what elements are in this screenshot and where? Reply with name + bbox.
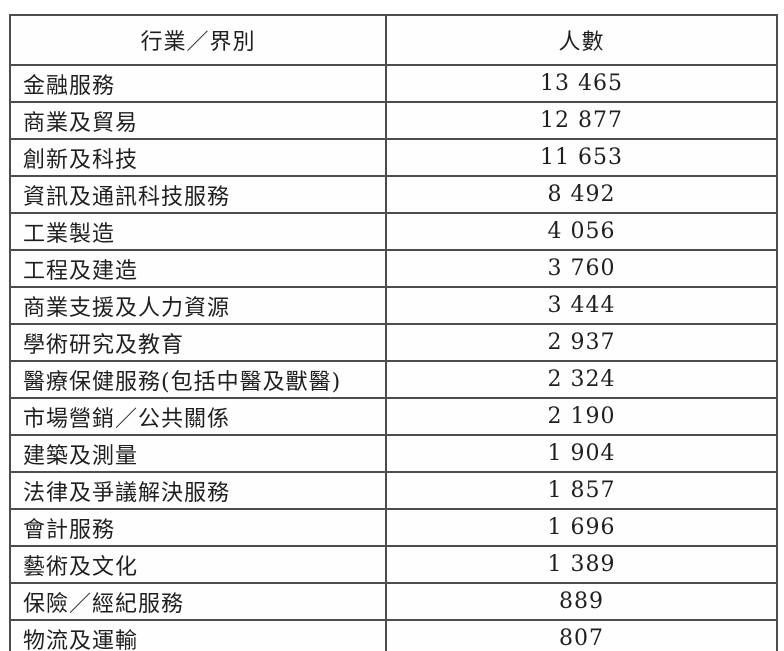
table-row: 工程及建造 3 760	[9, 249, 778, 288]
industry-cell: 工程及建造	[9, 249, 387, 288]
table-row: 工業製造 4 056	[9, 212, 778, 251]
count-cell: 4 056	[385, 212, 778, 251]
table-row: 市場營銷／公共關係 2 190	[9, 397, 778, 436]
table-row: 建築及測量 1 904	[9, 434, 778, 473]
table-body: 金融服務 13 465 商業及貿易 12 877 創新及科技 11 653 資訊…	[9, 64, 778, 651]
table-row: 物流及運輸 807	[9, 619, 778, 651]
count-cell: 3 760	[385, 249, 778, 288]
industry-cell: 建築及測量	[9, 434, 387, 473]
table-row: 資訊及通訊科技服務 8 492	[9, 175, 778, 214]
table-row: 創新及科技 11 653	[9, 138, 778, 177]
table-row: 金融服務 13 465	[9, 64, 778, 103]
table-row: 藝術及文化 1 389	[9, 545, 778, 584]
table-row: 醫療保健服務(包括中醫及獸醫) 2 324	[9, 360, 778, 399]
industry-headcount-table: 行業／界別 人數 金融服務 13 465 商業及貿易 12 877 創新及科技 …	[9, 14, 778, 651]
count-cell: 13 465	[385, 64, 778, 103]
industry-cell: 金融服務	[9, 64, 387, 103]
count-cell: 1 904	[385, 434, 778, 473]
table-row: 法律及爭議解決服務 1 857	[9, 471, 778, 510]
industry-cell: 法律及爭議解決服務	[9, 471, 387, 510]
table-row: 商業及貿易 12 877	[9, 101, 778, 140]
count-cell: 3 444	[385, 286, 778, 325]
industry-cell: 工業製造	[9, 212, 387, 251]
count-cell: 2 324	[385, 360, 778, 399]
industry-cell: 物流及運輸	[9, 619, 387, 651]
industry-cell: 藝術及文化	[9, 545, 387, 584]
industry-cell: 商業及貿易	[9, 101, 387, 140]
count-cell: 807	[385, 619, 778, 651]
count-cell: 11 653	[385, 138, 778, 177]
count-cell: 1 389	[385, 545, 778, 584]
industry-cell: 醫療保健服務(包括中醫及獸醫)	[9, 360, 387, 399]
table-header-count: 人數	[385, 14, 778, 66]
count-cell: 12 877	[385, 101, 778, 140]
industry-cell: 學術研究及教育	[9, 323, 387, 362]
table-header-industry: 行業／界別	[9, 14, 387, 66]
count-cell: 2 937	[385, 323, 778, 362]
table-row: 會計服務 1 696	[9, 508, 778, 547]
industry-cell: 商業支援及人力資源	[9, 286, 387, 325]
industry-cell: 會計服務	[9, 508, 387, 547]
count-cell: 2 190	[385, 397, 778, 436]
count-cell: 889	[385, 582, 778, 621]
industry-cell: 保險／經紀服務	[9, 582, 387, 621]
industry-cell: 市場營銷／公共關係	[9, 397, 387, 436]
table-header-row: 行業／界別 人數	[9, 14, 778, 66]
table-row: 學術研究及教育 2 937	[9, 323, 778, 362]
count-cell: 8 492	[385, 175, 778, 214]
count-cell: 1 696	[385, 508, 778, 547]
table-row: 保險／經紀服務 889	[9, 582, 778, 621]
count-cell: 1 857	[385, 471, 778, 510]
table-row: 商業支援及人力資源 3 444	[9, 286, 778, 325]
industry-cell: 資訊及通訊科技服務	[9, 175, 387, 214]
industry-cell: 創新及科技	[9, 138, 387, 177]
